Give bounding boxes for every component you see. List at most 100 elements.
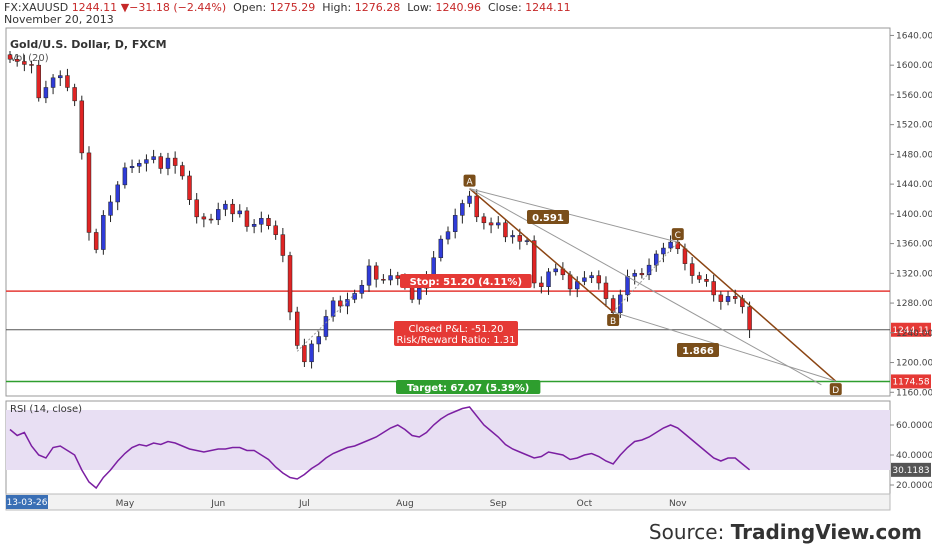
leg-bd (612, 311, 836, 382)
candle-body (646, 264, 652, 276)
x-start-label: 13-03-26 (7, 498, 48, 508)
candle-body (582, 277, 587, 282)
leg-ab (469, 188, 614, 313)
target-label-bg (396, 380, 541, 394)
candle-body (251, 224, 257, 227)
candle-body (14, 58, 20, 62)
price-panel (5, 27, 891, 397)
candle-body (524, 240, 530, 242)
point-b-bg (607, 313, 620, 326)
candle-body (668, 241, 673, 249)
price-tick-label: 1360.00 (896, 240, 932, 250)
candle-body (452, 215, 458, 232)
candle-body (381, 279, 386, 281)
last-price: 1244.11 (71, 1, 118, 14)
x-month-label: May (116, 499, 135, 509)
point-c: C (675, 231, 681, 241)
candle-body (36, 64, 41, 99)
candle-body (510, 235, 515, 238)
point-b: B (610, 317, 616, 327)
candle-body (180, 165, 185, 177)
price-tick-label: 1480.00 (896, 150, 932, 160)
candle-body (330, 300, 336, 317)
x-month-label: Oct (577, 499, 593, 509)
stop-label-bg (400, 274, 532, 288)
candle-body (366, 265, 372, 286)
candle-body (618, 294, 623, 313)
candle-body (460, 203, 465, 216)
candle-body (654, 253, 659, 266)
candle-body (596, 275, 602, 284)
candle-body (352, 293, 357, 300)
candle-body (603, 282, 609, 299)
candle-body (172, 157, 178, 166)
candle-body (43, 87, 49, 99)
pnl-label: Closed P&L: -51.20 (409, 324, 504, 335)
price-tick-label: 1200.00 (896, 359, 932, 369)
candle-body (388, 275, 393, 281)
candle-body (237, 210, 242, 215)
x-start-badge-bg (6, 495, 48, 509)
candle-body (122, 167, 128, 186)
x-month-label: Jun (210, 499, 225, 509)
candle-body (244, 210, 250, 227)
candle-body (610, 298, 616, 313)
candle-body (93, 232, 99, 250)
open-label: Open: (233, 1, 267, 14)
candle-body (338, 300, 343, 307)
price-tick-label: 1560.00 (896, 91, 932, 101)
candle-body (208, 218, 214, 221)
last-price-badge-bg (891, 322, 931, 337)
pnl-box (394, 321, 518, 346)
x-month-label: Jul (298, 499, 310, 509)
candle-body (151, 156, 156, 160)
price-tick-label: 1160.00 (896, 388, 932, 398)
retracement-0591: 0.591 (532, 213, 564, 224)
price-tick-label: 1600.00 (896, 61, 932, 71)
candle-body (474, 195, 479, 218)
target-price-badge-bg (891, 374, 931, 389)
candle-body (194, 199, 199, 218)
candle-body (201, 216, 207, 220)
candle-body (747, 306, 752, 331)
price-tick-label: 1400.00 (896, 210, 932, 220)
candle-body (632, 273, 637, 277)
high-value: 1276.28 (354, 1, 401, 14)
candle-body (481, 216, 487, 224)
candle-body (287, 255, 293, 313)
retracement-1866: 1.866 (682, 346, 714, 357)
candle-body (732, 296, 738, 299)
candle-body (144, 159, 149, 164)
candle-body (309, 343, 314, 363)
candle-body (165, 157, 171, 169)
price-tick-label: 1240.00 (896, 329, 932, 339)
candle-body (639, 273, 645, 276)
candle-body (65, 75, 70, 88)
rsi-tick-label: 20.0000 (896, 481, 932, 491)
candle-body (86, 152, 92, 233)
price-tick-label: 1520.00 (896, 121, 932, 131)
candle-body (711, 281, 716, 296)
candle-body (589, 275, 594, 279)
symbol: FX:XAUUSD (4, 1, 69, 14)
candle-body (417, 287, 422, 300)
candle-body (689, 263, 695, 276)
candle-body (395, 275, 400, 279)
candle-body (704, 279, 709, 282)
candle-body (496, 222, 501, 226)
change-value: −31.18 (−2.44%) (129, 1, 227, 14)
candle-body (230, 203, 235, 215)
rsi-badge: 30.1183 (892, 466, 929, 476)
point-d-bg (829, 383, 842, 396)
candle-body (266, 218, 271, 227)
candle-body (438, 238, 444, 258)
candle-body (445, 231, 451, 240)
candle-body (115, 184, 120, 203)
retracement-1866-bg (677, 343, 719, 357)
chart-title: Gold/U.S. Dollar, D, FXCM (10, 38, 167, 51)
candle-body (108, 201, 113, 216)
stop-label: Stop: 51.20 (4.11%) (410, 277, 522, 288)
candle-body (259, 218, 264, 225)
source-credit: Source: TradingView.com (648, 520, 922, 544)
